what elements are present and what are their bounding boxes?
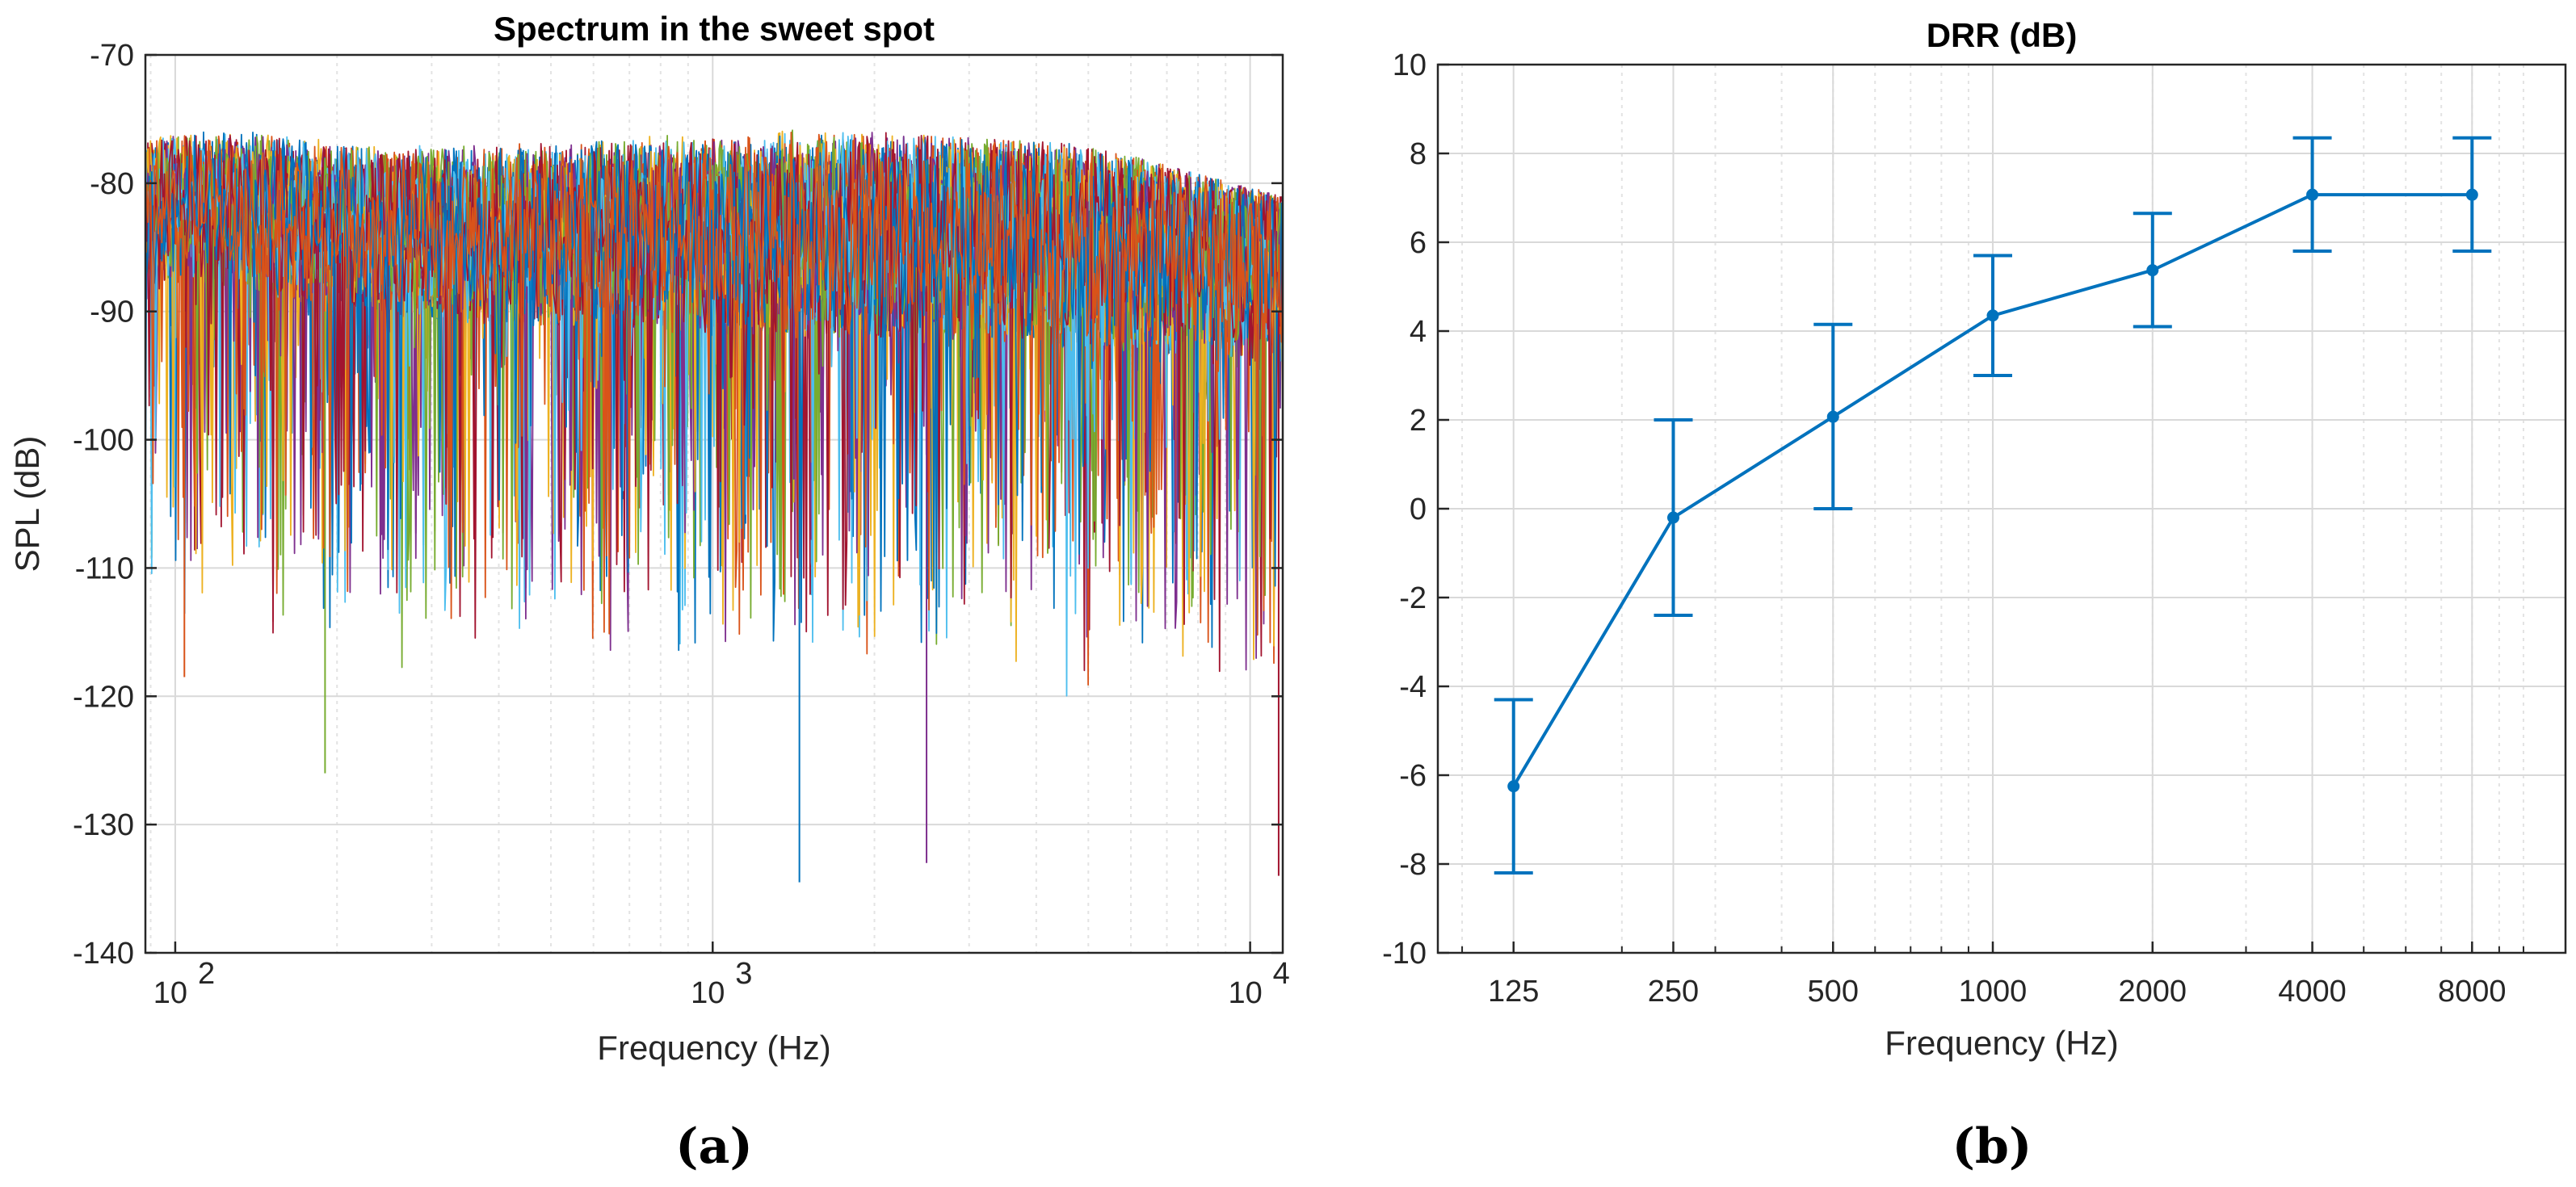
panel-a-y-tick-label: -80 (90, 167, 134, 201)
panel-b-x-tick-label: 1000 (1959, 975, 2028, 1009)
panel-a-series-line (145, 131, 1284, 636)
panel-b-data-point (1507, 780, 1520, 793)
panel-b-y-tick-label: 0 (1410, 493, 1427, 526)
panel-a-x-tick-label: 10 (691, 976, 725, 1010)
panel-a-series-group (145, 129, 1284, 883)
panel-a-x-tick-exponent: 4 (1273, 957, 1290, 991)
panel-a-x-axis-label: Frequency (Hz) (597, 1029, 830, 1067)
panel-b-y-tick-label: 10 (1393, 48, 1427, 82)
panel-a-y-tick-label: -130 (73, 808, 134, 842)
panel-a-y-tick-label: -100 (73, 424, 134, 458)
panel-a-label: (a) (675, 1118, 753, 1175)
panel-a-axes-frame (144, 53, 1284, 954)
panel-b-y-tick-label: -4 (1399, 670, 1427, 704)
panel-a-y-tick-label: -140 (73, 937, 134, 971)
panel-b-y-tick-label: -8 (1399, 848, 1427, 882)
panel-b-data-point (2465, 188, 2478, 201)
panel-b-grid (1438, 64, 2565, 954)
panel-b-x-axis-label: Frequency (Hz) (1885, 1024, 2118, 1062)
panel-a-y-tick-label: -110 (75, 552, 134, 585)
panel-a-y-axis-label: SPL (dB) (8, 436, 46, 573)
panel-a-y-tick-label: -120 (73, 680, 134, 714)
panel-b-y-tick-label: 4 (1410, 315, 1427, 349)
panel-b-label: (b) (1952, 1118, 2032, 1175)
panel-b-y-tick-label: -6 (1399, 759, 1427, 793)
panel-b-x-tick-label: 4000 (2278, 975, 2347, 1009)
panel-b-x-tick-label: 8000 (2438, 975, 2507, 1009)
chart-panel-a: 10 2 10 3 10 4 -70 -80 -90 -100 -110 -120 -130 -140 S… (8, 10, 1290, 1175)
panel-b-data-point (2146, 264, 2159, 277)
panel-a-x-tick-exponent: 3 (735, 957, 752, 991)
panel-b-title: DRR (dB) (1927, 16, 2078, 54)
panel-a-title: Spectrum in the sweet spot (494, 10, 935, 48)
panel-b-data-point (1986, 309, 1999, 322)
panel-b-y-tick-label: 8 (1410, 137, 1427, 171)
panel-b-y-tick-label: -10 (1382, 937, 1427, 971)
panel-b-x-tick-label: 2000 (2119, 975, 2187, 1009)
panel-b-y-tick-label: 2 (1410, 404, 1427, 438)
panel-b-series-group (1494, 136, 2492, 875)
panel-b-x-tick-label: 125 (1488, 975, 1539, 1009)
panel-b-data-point (2306, 188, 2319, 201)
panel-a-x-tick-exponent: 2 (198, 957, 215, 991)
panel-b-ticks: 125 250 500 1000 2000 4000 8000 10 8 6 4 2 0 -2 -4 -6 -8… (1382, 48, 2524, 1009)
panel-b-y-tick-label: -2 (1399, 581, 1427, 615)
panel-a-x-tick-label: 10 (153, 976, 187, 1010)
panel-b-data-point (1666, 511, 1679, 524)
panel-a-y-tick-label: -90 (90, 296, 134, 329)
panel-b-y-tick-label: 6 (1410, 226, 1427, 260)
chart-panel-b: 125 250 500 1000 2000 4000 8000 10 8 6 4 2 0 -2 -4 -6 -8… (1382, 16, 2567, 1175)
panel-a-y-tick-label: -70 (90, 39, 134, 73)
panel-b-data-point (1826, 410, 1839, 423)
panel-a-x-tick-label: 10 (1228, 976, 1262, 1010)
panel-b-x-tick-label: 500 (1808, 975, 1859, 1009)
panel-b-x-tick-label: 250 (1648, 975, 1699, 1009)
panel-a-ticks: 10 2 10 3 10 4 -70 -80 -90 -100 -110 -120 -130 -140 (73, 39, 1290, 1010)
